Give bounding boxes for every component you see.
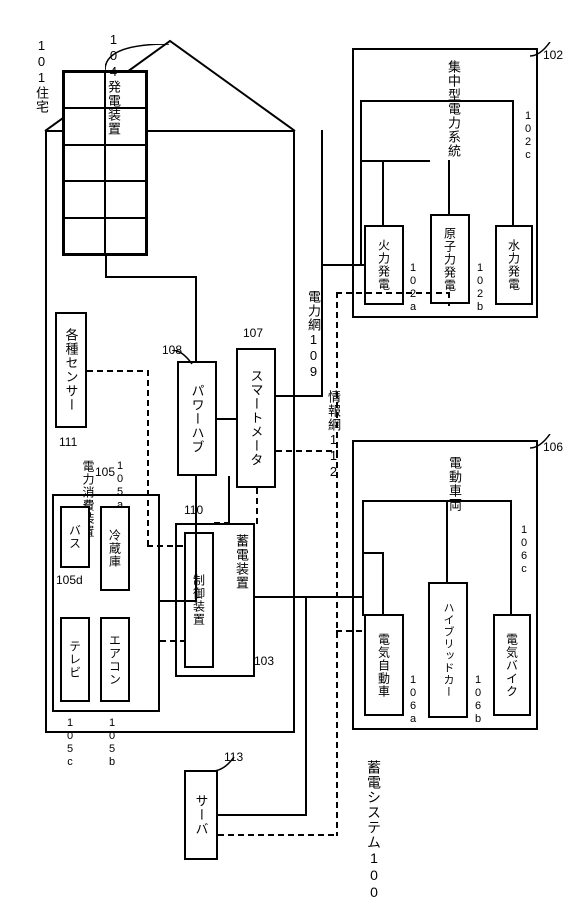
item-105c-label: テレビ [67,640,84,679]
info-sensor-ctrl-h1 [87,370,147,372]
wire-grid-bus [360,100,362,266]
ev-c-label: 電気バイク [504,633,521,698]
wire-into-grid [321,264,364,266]
grid-c: 水力発電 [495,225,533,305]
wire-to-server-v [305,596,307,816]
consumption-num: 105 [95,465,115,479]
info-to-server [218,834,338,836]
wire-to-server-h [218,814,307,816]
power-net-label: 電力網109 [304,290,323,380]
info-ctrl-sm-h [214,522,232,524]
grid-b-label: 原子力発電 [442,227,459,292]
control-num: 110 [184,503,203,517]
wire-grid-c-down [512,100,514,225]
wire-hub-storage [228,476,230,523]
smart-meter: スマートメータ [236,348,276,488]
ev-lead [530,434,552,452]
wire-ev-c [510,500,512,614]
ev-b-label: ハイブリッドカー [440,602,456,698]
power-hub: パワーハブ [177,361,217,476]
item-105d-label: バス [67,524,84,550]
info-to-gridb [336,292,450,294]
info-to-ev [336,630,364,632]
info-gridb-up [448,292,450,306]
item-105b-num: 105b [106,717,118,769]
hub-lead [172,350,194,368]
ev-b-num: 106b [472,674,484,726]
wire-grid-a-down [382,160,384,225]
sensor-num: 111 [59,435,77,449]
grid-c-num: 102c [522,110,534,162]
info-net-label: 情報網112 [324,390,343,480]
item-105d-num: 105d [56,573,83,587]
grid-a-num: 102a [407,262,419,314]
server-box: サーバ [184,770,218,860]
grid-b: 原子力発電 [430,214,470,304]
info-ctrl-sm [256,488,258,524]
item-105a-label: 冷蔵庫 [107,529,124,568]
ev-c-num: 106c [518,524,530,576]
sensor-box: 各種センサー [55,312,87,428]
ev-b: ハイブリッドカー [428,582,468,718]
info-sensor-ctrl-v [147,370,149,545]
wire-solar-down [105,256,107,276]
sensor-label: 各種センサー [62,328,81,412]
diagram-root: 101住宅 104発電装置 各種センサー 111 電力消費装置 105 バス 1… [0,0,583,906]
grid-b-num: 102b [474,262,486,314]
ev-a: 電気自動車 [364,614,404,716]
storage-label: 蓄電装置 [232,534,251,590]
wire-grid-b-down [448,160,450,214]
ev-c: 電気バイク [493,614,531,716]
item-105b: エアコン [100,617,130,702]
wire-ev-bus [362,500,364,616]
storage-num: 103 [254,654,274,668]
smart-meter-label: スマートメータ [247,369,266,467]
wire-solar-to-hub [195,276,197,361]
wire-hub-down [195,476,197,600]
item-105d: バス [60,506,90,568]
item-105a: 冷蔵庫 [100,506,130,591]
server-label: サーバ [192,794,211,836]
grid-group-label: 集中型電力系統 [444,60,463,158]
info-sensor-ctrl-h2 [147,545,184,547]
item-105a-num: 105a [114,460,126,512]
wire-ev-a [382,552,384,614]
solar-lead [105,44,171,74]
grid-lead [530,42,552,60]
ev-a-num: 106a [407,674,419,726]
wire-hub-meter [217,418,236,420]
wire-ev-top [362,500,512,502]
system-title: 蓄電システム100 [364,760,384,901]
wire-ev-a2 [362,552,384,554]
wire-grid-to-b [360,160,430,162]
info-ctrl-cons [160,640,184,642]
wire-hub-to-cons [160,600,197,602]
info-trunk [336,292,338,836]
ev-a-label: 電気自動車 [376,633,393,698]
wire-ev-b [446,500,448,582]
smart-meter-num: 107 [243,326,263,340]
item-105b-label: エアコン [107,634,124,686]
wire-grid-to-c [360,100,512,102]
item-105c-num: 105c [64,717,76,769]
grid-a-label: 火力発電 [376,239,393,291]
server-lead [212,757,238,775]
grid-c-label: 水力発電 [506,239,523,291]
power-hub-label: パワーハブ [188,384,207,454]
item-105c: テレビ [60,617,90,702]
house-label: 101住宅 [32,38,51,114]
wire-meter-out [276,395,323,397]
wire-solar-right [105,276,197,278]
